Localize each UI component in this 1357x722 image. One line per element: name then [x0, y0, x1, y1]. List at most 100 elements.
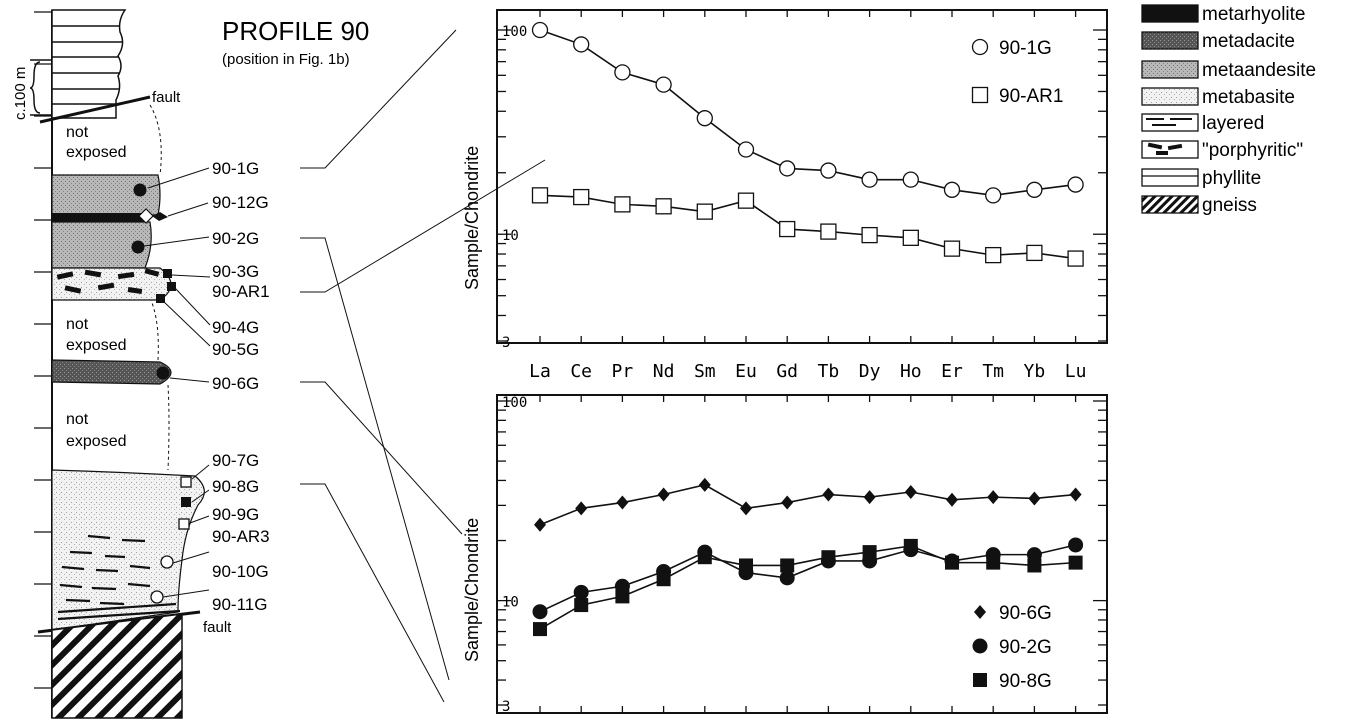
- chart-connectors: [300, 29, 546, 703]
- element-label-Er: Er: [941, 361, 963, 382]
- sample-marker-90-3G: [163, 269, 172, 278]
- chart-top-series: [531, 21, 1084, 267]
- stratigraphic-column: c.100 m fault not exposed: [12, 9, 546, 719]
- ree-chart-bottom: 3 10 100 Sample/Chondrite 90-6G 90-2G 90-8G: [462, 394, 1108, 715]
- chart-top-ticks: [497, 10, 1107, 343]
- sample-label-90-AR1: 90-AR1: [212, 282, 270, 301]
- data-point-90-1G-Pr: [614, 64, 631, 81]
- element-label-Gd: Gd: [776, 361, 798, 382]
- porphyritic-dashes: [56, 268, 160, 294]
- sample-label-90-2G: 90-2G: [212, 229, 259, 248]
- data-point-90-6G-Dy: [863, 490, 876, 505]
- column-ticks: [34, 11, 52, 689]
- data-point-90-6G-Sm: [698, 477, 711, 492]
- sample-marker-90-10G: [160, 555, 174, 569]
- data-point-90-AR1-Pr: [614, 196, 631, 213]
- data-point-90-AR1-Tm: [985, 246, 1002, 264]
- legend-label-metabasite: metabasite: [1202, 87, 1295, 108]
- gneiss-unit: [51, 613, 183, 719]
- element-labels: La Ce Pr Nd Sm Eu Gd Tb Dy Ho Er Tm Yb Lu: [529, 361, 1086, 382]
- element-label-Yb: Yb: [1024, 361, 1046, 382]
- data-point-90-1G-Er: [943, 181, 961, 198]
- data-point-90-6G-Eu: [740, 501, 752, 516]
- chart-bottom-ticks: [497, 395, 1107, 713]
- legend-label-gneiss: gneiss: [1202, 195, 1257, 216]
- sample-label-90-5G: 90-5G: [212, 340, 259, 359]
- data-point-90-AR1-Nd: [655, 198, 672, 215]
- sample-marker-90-1G: [133, 183, 147, 197]
- data-point-90-1G-Tb: [820, 162, 837, 179]
- sample-label-90-8G: 90-8G: [212, 477, 259, 496]
- data-point-90-AR1-Tb: [820, 223, 837, 240]
- data-point-90-6G-Er: [946, 492, 958, 507]
- outcrop-boundary-2: [149, 297, 159, 361]
- legend-label-90-AR1: 90-AR1: [999, 86, 1063, 107]
- chart-top-frame: [496, 9, 1108, 344]
- sample-label-90-4G: 90-4G: [212, 318, 259, 337]
- legend-swatch-metabasite: [1141, 87, 1199, 106]
- data-point-90-2G-Ce: [573, 584, 589, 600]
- data-point-90-8G-Lu: [1068, 555, 1083, 570]
- element-label-Sm: Sm: [694, 361, 716, 382]
- legend-marker-90-6G: [974, 605, 986, 619]
- data-point-90-6G-Gd: [781, 495, 794, 510]
- legend-marker-90-2G: [972, 638, 988, 654]
- data-point-90-8G-La: [533, 622, 547, 637]
- data-point-90-8G-Ce: [574, 598, 589, 613]
- series-line-90-6G: [539, 484, 1076, 526]
- data-point-90-AR1-Er: [943, 240, 961, 257]
- data-point-90-1G-Ce: [573, 36, 590, 53]
- not-exposed-label-2: not exposed: [66, 316, 127, 354]
- data-point-90-2G-Yb: [1026, 547, 1042, 563]
- data-point-90-1G-Dy: [861, 171, 878, 188]
- legend-swatch-phyllite: [1141, 168, 1199, 187]
- legend-marker-90-AR1: [971, 86, 989, 104]
- legend-label-90-2G: 90-2G: [999, 637, 1052, 658]
- element-label-Nd: Nd: [653, 361, 675, 382]
- chart-top-ylabel: Sample/Chondrite: [462, 146, 482, 290]
- sample-marker-90-AR1: [167, 282, 176, 291]
- element-label-Lu: Lu: [1065, 361, 1087, 382]
- metabasite-unit: [51, 469, 205, 631]
- data-point-90-1G-Nd: [655, 76, 672, 93]
- legend-label-90-1G: 90-1G: [999, 38, 1052, 59]
- data-point-90-AR1-La: [531, 187, 549, 204]
- legend-label-phyllite: phyllite: [1202, 168, 1261, 189]
- data-point-90-8G-Sm: [697, 550, 712, 565]
- data-point-90-1G-Eu: [737, 141, 755, 158]
- fault-line-top: [39, 95, 151, 124]
- data-point-90-1G-Lu: [1067, 176, 1084, 193]
- data-point-90-AR1-Ce: [573, 188, 590, 206]
- sample-marker-90-12G-diamond: [152, 212, 168, 221]
- data-point-90-1G-Ho: [902, 171, 919, 188]
- legend-label-90-6G: 90-6G: [999, 603, 1052, 624]
- chart-top-legend: 90-1G 90-AR1: [971, 38, 1063, 107]
- series-line-90-1G: [539, 29, 1076, 197]
- ree-chart-top: 3 10 100 Sample/Chondrite 90-1G 90-AR1: [462, 9, 1108, 351]
- data-point-90-2G-Lu: [1068, 537, 1084, 553]
- sample-marker-90-11G: [150, 590, 164, 604]
- sample-marker-90-8G: [181, 497, 191, 507]
- legend-label-metarhyolite: metarhyolite: [1202, 4, 1306, 25]
- sample-label-90-6G: 90-6G: [212, 374, 259, 393]
- data-point-90-8G-Nd: [656, 572, 671, 587]
- rock-type-legend: metarhyolite metadacite metaandesite metaba…: [1141, 4, 1316, 216]
- profile-title: PROFILE 90: [222, 16, 369, 46]
- legend-label-porphyritic: "porphyritic": [1202, 140, 1303, 161]
- metarhyolite-unit: [52, 213, 147, 222]
- data-point-90-8G-Tb: [821, 550, 836, 565]
- data-point-90-1G-Sm: [696, 110, 713, 127]
- data-point-90-6G-Tb: [822, 487, 835, 502]
- scale-label: c.100 m: [12, 67, 29, 120]
- outcrop-boundary-1: [149, 104, 162, 176]
- y-tick-label: 10: [502, 595, 519, 611]
- fault-label-bottom: fault: [203, 619, 232, 636]
- data-point-90-6G-Lu: [1069, 487, 1082, 502]
- not-exposed-label-3: not exposed: [66, 411, 127, 450]
- data-point-90-AR1-Sm: [696, 203, 713, 220]
- legend-swatch-layered: [1141, 113, 1199, 132]
- data-point-90-8G-Er: [945, 555, 959, 570]
- data-point-90-8G-Tm: [986, 555, 1001, 570]
- chart-bottom-ylabel: Sample/Chondrite: [462, 518, 482, 662]
